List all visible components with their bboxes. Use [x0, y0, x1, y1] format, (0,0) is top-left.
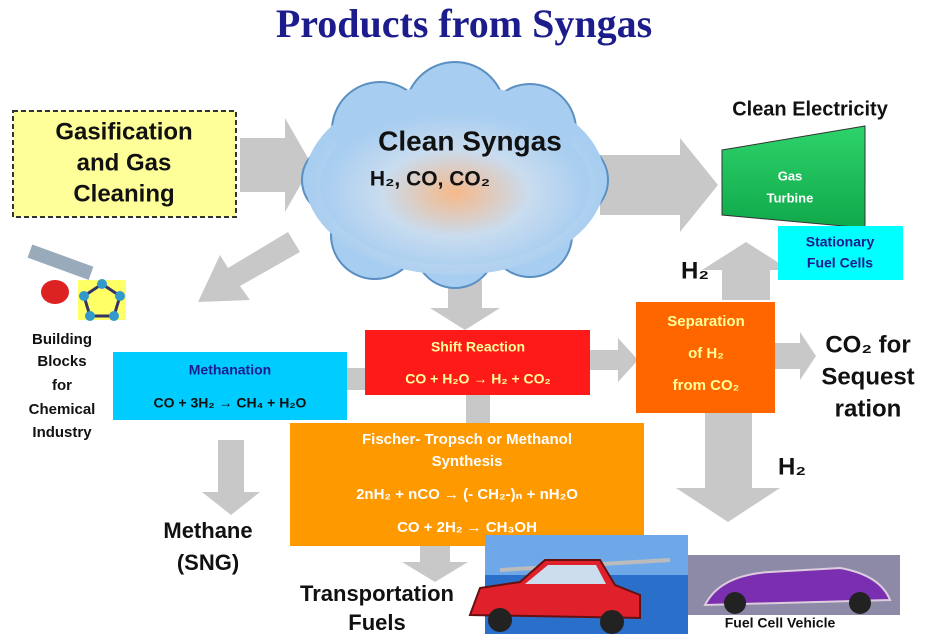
fuel-cells-text: Fuel Cells: [807, 255, 873, 271]
methanation-equation: CO + 3H₂ → CH₄ + H₂O: [154, 395, 307, 411]
gasification-text: Cleaning: [73, 180, 174, 207]
sequestration-text: ration: [835, 395, 902, 422]
sequestration-text: Sequest: [821, 363, 914, 390]
synthesis-equation: 2nH₂ + nCO → (- CH₂-)ₙ + nH₂O: [356, 486, 578, 503]
separation-text: of H₂: [688, 345, 724, 362]
separation-text: Separation: [667, 313, 745, 330]
syngas-name: Clean Syngas: [378, 125, 562, 156]
synthesis-title: Synthesis: [432, 453, 503, 470]
gasification-text: Gasification: [55, 118, 192, 145]
building-blocks-text: Chemical: [29, 401, 96, 418]
car-image: [470, 535, 688, 634]
h2-label: H₂: [778, 453, 806, 480]
gasification-text: and Gas: [77, 149, 172, 176]
shift-equation: CO + H₂O → H₂ + CO₂: [405, 371, 550, 387]
electricity-label: Clean Electricity: [732, 98, 889, 120]
syngas-formula: H₂, CO, CO₂: [370, 168, 490, 191]
building-blocks-text: for: [52, 377, 72, 394]
vehicle-label: Fuel Cell Vehicle: [725, 615, 836, 631]
synthesis-title: Fischer- Tropsch or Methanol: [362, 431, 572, 448]
diagram: Products from Syngas Gasification and Ga…: [0, 0, 928, 634]
h2-label: H₂: [681, 257, 709, 284]
methane-text: (SNG): [177, 550, 239, 575]
methanation-title: Methanation: [189, 362, 271, 378]
shift-title: Shift Reaction: [431, 339, 525, 355]
sequestration-text: CO₂ for: [825, 331, 910, 358]
transportation-text: Fuels: [348, 610, 405, 634]
building-blocks-text: Building: [32, 331, 92, 348]
transportation-text: Transportation: [300, 581, 454, 606]
building-blocks-text: Industry: [32, 424, 92, 441]
fuel-cells-text: Stationary: [806, 234, 875, 250]
turbine-text: Gas: [778, 168, 803, 183]
turbine-text: Turbine: [767, 190, 814, 205]
methane-text: Methane: [163, 518, 252, 543]
separation-text: from CO₂: [673, 377, 740, 394]
synthesis-equation: CO + 2H₂ → CH₃OH: [397, 519, 537, 536]
building-blocks-text: Blocks: [37, 353, 86, 370]
molecule-icon: [28, 244, 126, 321]
title: Products from Syngas: [276, 1, 652, 46]
